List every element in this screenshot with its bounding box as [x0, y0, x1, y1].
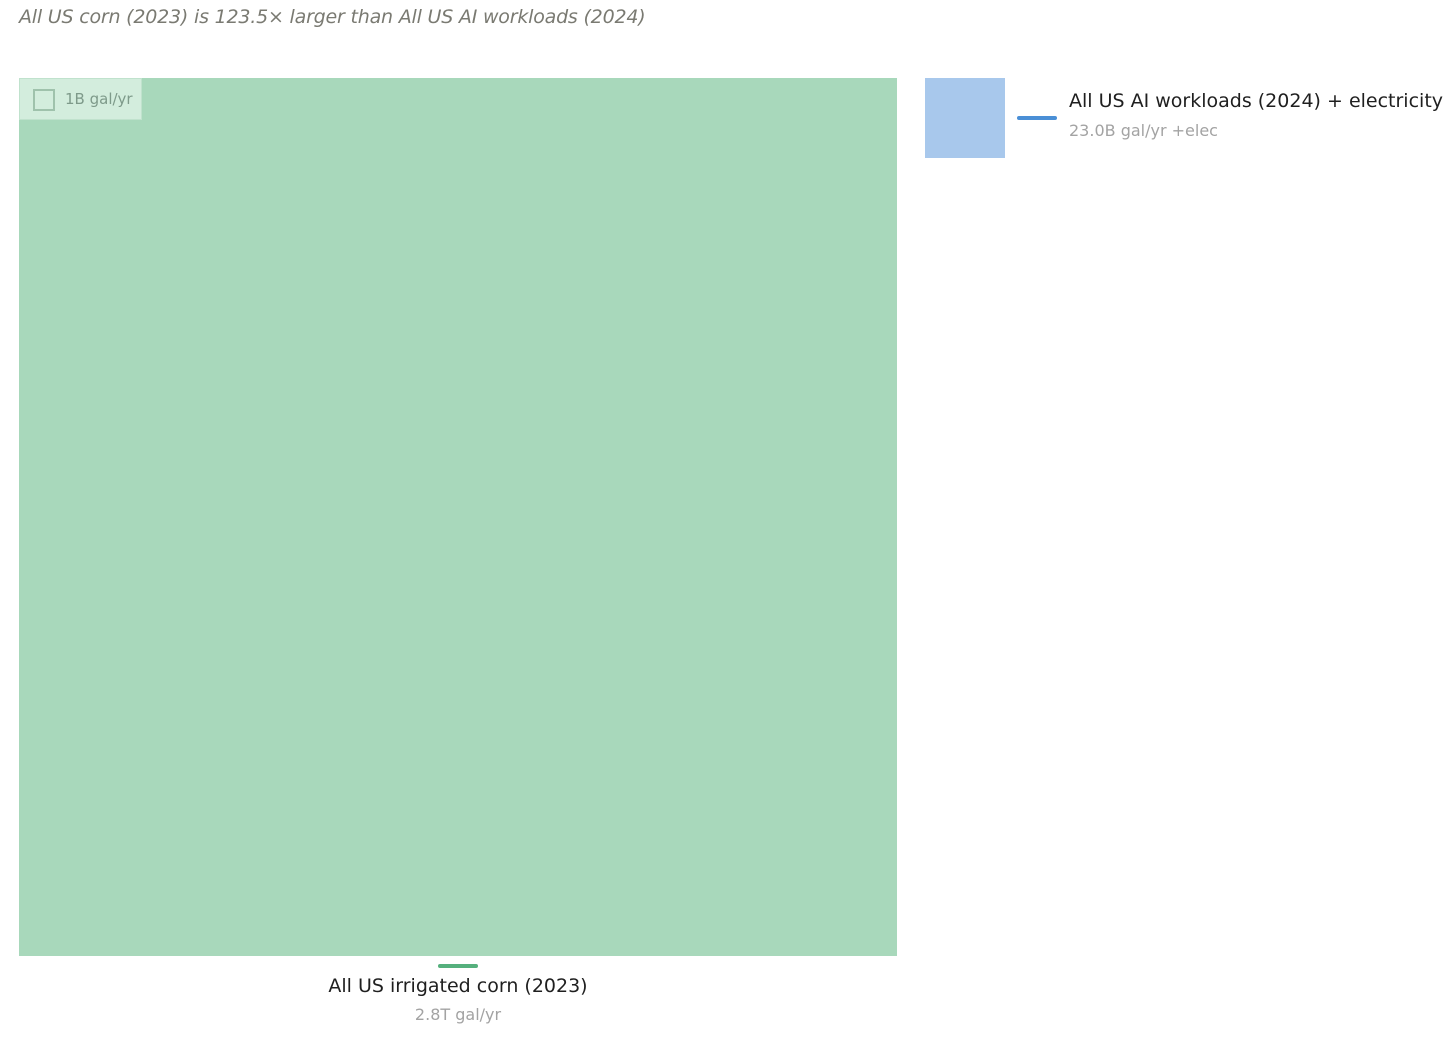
- chart-subtitle: All US corn (2023) is 123.5× larger than…: [19, 6, 646, 28]
- ai-leader-line: [1017, 116, 1057, 120]
- corn-leader-line: [438, 964, 478, 968]
- ai-series-value: 23.0B gal/yr +elec: [1069, 121, 1218, 140]
- scale-legend-label: 1B gal/yr: [65, 90, 133, 108]
- scale-legend: 1B gal/yr: [19, 78, 142, 120]
- corn-series-label: All US irrigated corn (2023): [328, 975, 588, 997]
- corn-series-value: 2.8T gal/yr: [414, 1005, 502, 1024]
- ai-area-square: [925, 78, 1005, 158]
- scale-unit-square: [33, 89, 55, 111]
- ai-series-label: All US AI workloads (2024) + electricity: [1069, 90, 1444, 112]
- corn-area-square: [19, 78, 897, 956]
